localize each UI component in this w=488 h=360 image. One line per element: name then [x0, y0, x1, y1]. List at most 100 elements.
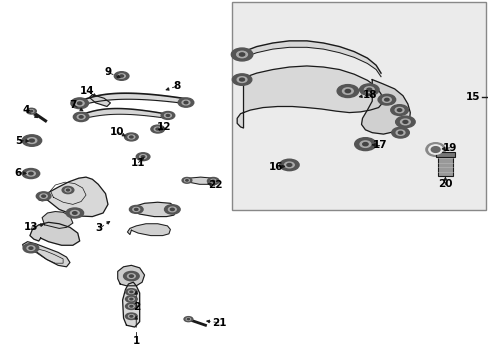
Polygon shape — [94, 111, 97, 116]
Text: 9: 9 — [104, 67, 111, 77]
Ellipse shape — [184, 179, 189, 182]
Ellipse shape — [397, 109, 401, 111]
Polygon shape — [100, 95, 104, 101]
Polygon shape — [94, 96, 97, 102]
Ellipse shape — [29, 172, 33, 175]
Polygon shape — [237, 66, 383, 128]
Ellipse shape — [391, 127, 408, 138]
Ellipse shape — [154, 127, 161, 131]
Polygon shape — [84, 113, 86, 118]
Polygon shape — [289, 41, 306, 47]
Ellipse shape — [23, 243, 39, 253]
Ellipse shape — [164, 205, 180, 214]
Ellipse shape — [207, 177, 219, 185]
Polygon shape — [111, 94, 115, 100]
Ellipse shape — [168, 207, 176, 212]
Polygon shape — [121, 109, 125, 114]
Text: 18: 18 — [362, 90, 377, 100]
Ellipse shape — [128, 290, 134, 293]
Ellipse shape — [120, 75, 123, 77]
Text: 14: 14 — [80, 86, 95, 96]
Polygon shape — [138, 110, 142, 115]
Ellipse shape — [178, 98, 193, 107]
Text: 13: 13 — [23, 222, 38, 232]
Polygon shape — [96, 110, 99, 116]
Polygon shape — [82, 100, 84, 105]
Polygon shape — [144, 111, 148, 116]
Polygon shape — [80, 101, 81, 105]
Polygon shape — [117, 93, 122, 99]
Ellipse shape — [164, 113, 171, 117]
Ellipse shape — [182, 177, 191, 183]
Text: 22: 22 — [207, 180, 222, 190]
Polygon shape — [114, 108, 118, 114]
Polygon shape — [131, 93, 136, 99]
Ellipse shape — [133, 207, 140, 211]
Polygon shape — [100, 109, 103, 115]
Ellipse shape — [26, 171, 35, 176]
Polygon shape — [155, 95, 160, 101]
Ellipse shape — [128, 305, 134, 308]
Polygon shape — [116, 108, 120, 114]
Polygon shape — [97, 110, 100, 116]
Ellipse shape — [40, 194, 47, 198]
Ellipse shape — [428, 145, 442, 154]
Polygon shape — [149, 94, 154, 100]
Polygon shape — [180, 98, 183, 103]
Polygon shape — [144, 94, 148, 100]
Ellipse shape — [65, 188, 71, 192]
Ellipse shape — [66, 189, 69, 191]
Polygon shape — [107, 94, 111, 100]
Polygon shape — [135, 109, 139, 115]
Polygon shape — [165, 114, 167, 118]
Ellipse shape — [286, 163, 291, 166]
Polygon shape — [126, 93, 131, 99]
Ellipse shape — [183, 102, 187, 104]
Ellipse shape — [210, 179, 216, 183]
Ellipse shape — [430, 147, 439, 152]
Ellipse shape — [36, 192, 51, 201]
Ellipse shape — [232, 74, 251, 85]
Ellipse shape — [27, 246, 35, 251]
Polygon shape — [142, 110, 145, 116]
Polygon shape — [149, 111, 152, 116]
Polygon shape — [84, 99, 86, 104]
Ellipse shape — [284, 162, 294, 168]
Ellipse shape — [395, 116, 414, 128]
Text: 4: 4 — [22, 105, 30, 115]
Polygon shape — [161, 113, 163, 118]
Ellipse shape — [79, 116, 83, 118]
Ellipse shape — [166, 114, 169, 116]
Polygon shape — [163, 113, 165, 118]
Polygon shape — [127, 109, 131, 114]
Ellipse shape — [125, 303, 137, 310]
Ellipse shape — [382, 97, 390, 102]
Ellipse shape — [354, 138, 375, 150]
Ellipse shape — [182, 100, 189, 105]
Ellipse shape — [185, 180, 188, 181]
Polygon shape — [158, 113, 161, 117]
Ellipse shape — [128, 315, 134, 318]
Polygon shape — [119, 93, 123, 99]
Text: 20: 20 — [437, 179, 452, 189]
Ellipse shape — [390, 105, 407, 116]
Polygon shape — [83, 114, 85, 118]
Polygon shape — [119, 109, 123, 114]
Ellipse shape — [127, 274, 135, 278]
Ellipse shape — [211, 180, 214, 182]
Polygon shape — [139, 94, 143, 100]
Polygon shape — [105, 109, 109, 115]
Polygon shape — [140, 110, 143, 116]
Polygon shape — [117, 108, 122, 114]
Ellipse shape — [395, 130, 404, 135]
Polygon shape — [22, 242, 70, 267]
Polygon shape — [129, 109, 133, 115]
Polygon shape — [97, 95, 101, 101]
Ellipse shape — [366, 88, 371, 91]
Ellipse shape — [30, 111, 33, 112]
Polygon shape — [353, 51, 366, 63]
Ellipse shape — [140, 155, 146, 159]
Text: 17: 17 — [372, 140, 386, 150]
Polygon shape — [93, 111, 96, 116]
Ellipse shape — [377, 94, 395, 105]
